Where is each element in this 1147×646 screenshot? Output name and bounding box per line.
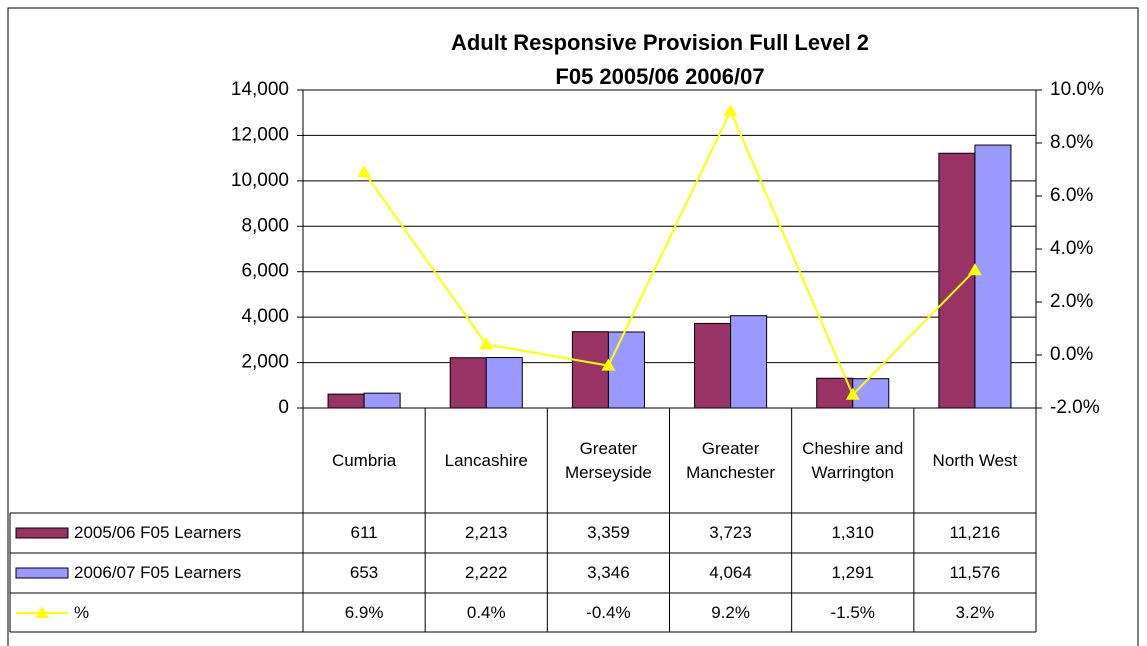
y-tick-label: 6,000 — [241, 261, 289, 282]
legend-label: 2006/07 F05 Learners — [74, 563, 242, 582]
table-value: 1,310 — [831, 523, 874, 542]
marker — [479, 337, 494, 350]
category-label: Lancashire — [444, 450, 528, 470]
table-value: -1.5% — [830, 603, 875, 622]
table-value: 0.4% — [466, 603, 506, 622]
bar — [485, 357, 523, 409]
y-tick-label: 4,000 — [241, 306, 289, 327]
table-value: 3,346 — [587, 563, 630, 582]
marker — [723, 104, 738, 117]
category-label: Cheshire and Warrington — [802, 438, 904, 482]
bar — [852, 378, 890, 409]
marker — [845, 387, 860, 400]
y2-tick-label: 2.0% — [1050, 291, 1093, 312]
y2-tick-label: 6.0% — [1050, 185, 1093, 206]
table-value: 4,064 — [709, 563, 752, 582]
y2-tick-label: 4.0% — [1050, 238, 1093, 259]
legend-key — [15, 527, 69, 539]
y-tick-label: 0 — [278, 397, 289, 418]
chart-title: F05 2005/06 2006/07 — [555, 64, 764, 89]
table-value: 653 — [349, 563, 379, 582]
marker — [967, 263, 982, 276]
marker — [357, 165, 372, 178]
table-value: -0.4% — [586, 603, 631, 622]
table-value: 6.9% — [344, 603, 384, 622]
bar — [449, 357, 487, 409]
table-value: 1,291 — [831, 563, 874, 582]
y2-tick-label: -2.0% — [1050, 397, 1100, 418]
y2-tick-label: 8.0% — [1050, 132, 1093, 153]
y2-tick-label: 0.0% — [1050, 344, 1093, 365]
table-value: 9.2% — [711, 603, 750, 622]
bar — [938, 152, 976, 409]
table-value: 11,576 — [949, 563, 1001, 582]
y-tick-label: 8,000 — [241, 215, 289, 236]
y2-tick-label: 10.0% — [1050, 79, 1104, 100]
legend-label: % — [74, 603, 90, 622]
y-tick-label: 10,000 — [231, 170, 289, 191]
legend-key — [35, 606, 49, 618]
marker — [601, 358, 616, 371]
category-label: Cumbria — [331, 450, 397, 470]
table-value: 611 — [350, 523, 378, 542]
table-value: 2,222 — [464, 563, 508, 582]
table-value: 2,213 — [464, 523, 508, 542]
bar — [974, 144, 1012, 409]
table-value: 3,723 — [709, 523, 752, 542]
table-value: 3,359 — [587, 523, 630, 542]
legend-label: 2005/06 F05 Learners — [74, 523, 242, 542]
bar — [730, 315, 768, 409]
table-value: 3.2% — [955, 603, 995, 622]
bar — [363, 392, 401, 409]
y-tick-label: 2,000 — [241, 352, 289, 373]
line — [363, 108, 976, 397]
y-tick-label: 14,000 — [231, 79, 289, 100]
legend-key — [15, 567, 69, 579]
bar — [694, 322, 732, 409]
category-label: North West — [932, 450, 1018, 470]
y-tick-label: 12,000 — [231, 124, 289, 145]
category-label: Greater Manchester — [686, 438, 775, 482]
chart-title: Adult Responsive Provision Full Level 2 — [451, 30, 869, 55]
category-label: Greater Merseyside — [564, 438, 652, 482]
table-value: 11,216 — [949, 523, 1001, 542]
bar — [327, 393, 365, 409]
